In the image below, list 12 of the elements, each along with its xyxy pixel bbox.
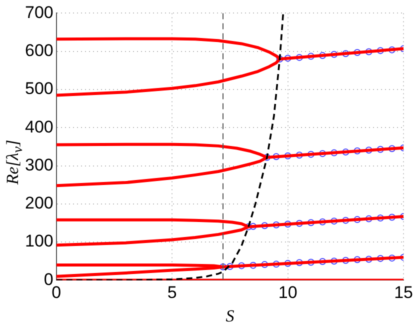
y-tick-label: 100	[24, 232, 54, 251]
x-tick-label: 15	[394, 283, 414, 302]
y-tick-label: 500	[24, 79, 54, 98]
y-tick-label: 200	[24, 194, 54, 213]
x-tick-label: 10	[278, 283, 298, 302]
y-tick-label: 700	[24, 2, 54, 22]
y-tick-label: 0	[44, 270, 54, 289]
x-axis-title: S	[226, 306, 235, 326]
y-tick-label: 300	[24, 155, 54, 174]
y-tick-label: 400	[24, 117, 54, 136]
y-tick-label: 600	[24, 41, 54, 60]
x-tick-label: 5	[167, 283, 177, 302]
